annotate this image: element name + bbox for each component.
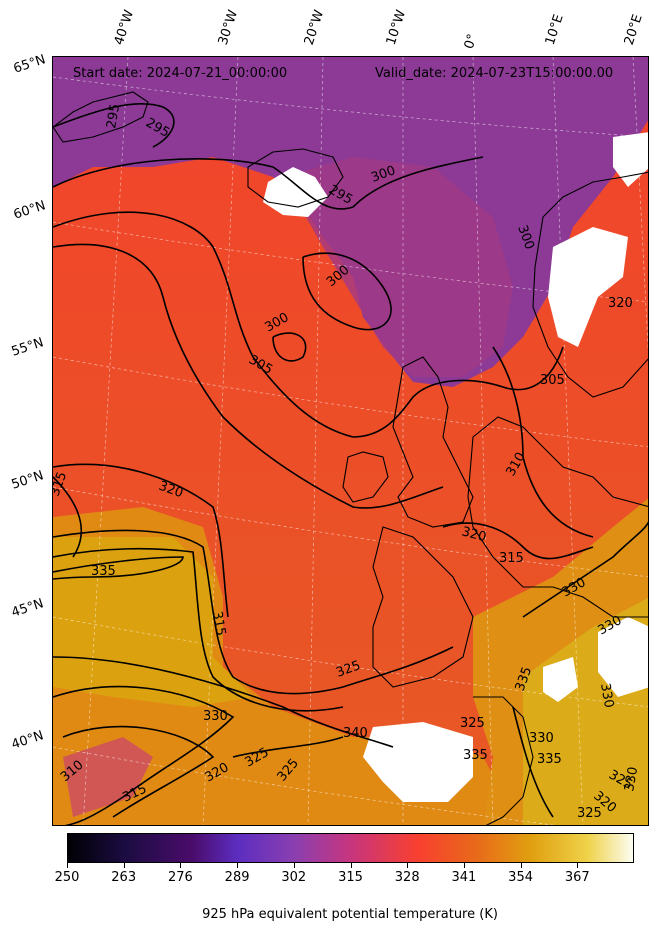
svg-text:330: 330: [529, 731, 554, 746]
svg-text:330: 330: [622, 766, 641, 793]
contour-300-loop: [272, 332, 307, 362]
lon-label-0: 0°: [461, 32, 481, 51]
contour-320-east: [442, 522, 594, 560]
cold-region-center: [283, 157, 513, 377]
colorbar-tick-label: 354: [508, 870, 534, 885]
contour-295: [53, 103, 175, 148]
lat-label-45n: 45°N: [9, 596, 46, 621]
contour-330-east: [522, 521, 648, 618]
svg-text:325: 325: [577, 806, 602, 821]
colorbar-tick-mark: [577, 863, 579, 868]
svg-text:295: 295: [104, 103, 123, 130]
contour-330-south: [53, 656, 394, 748]
lat-label-50n: 50°N: [9, 468, 46, 493]
colorbar-tick-mark: [237, 863, 239, 868]
contour-320-west: [53, 463, 229, 618]
warm-region-core: [53, 537, 253, 707]
colorbar-tick-label: 302: [281, 870, 307, 885]
lat-label-40n: 40°N: [9, 728, 46, 753]
graticule: [53, 57, 648, 825]
svg-text:325: 325: [460, 716, 485, 731]
colorbar-tick-label: 276: [167, 870, 193, 885]
theta-e-map: 295 295 295 300 300 300 300 305 305 310 …: [53, 57, 648, 825]
colorbar-tick-label: 250: [54, 870, 80, 885]
svg-text:315: 315: [209, 610, 228, 637]
contour-315-south: [53, 685, 235, 825]
contour-325-south: [232, 736, 344, 758]
colorbar-tick-mark: [293, 863, 295, 868]
svg-text:335: 335: [463, 748, 488, 763]
lon-label-10w: 10°W: [383, 8, 410, 47]
colorbar-tick-label: 315: [338, 870, 363, 885]
contour-300-west: [53, 156, 484, 210]
contour-325: [53, 529, 454, 695]
lon-label-10e: 10°E: [542, 12, 567, 48]
svg-text:305: 305: [540, 373, 565, 388]
contour-300-center: [302, 252, 392, 331]
valid-date-label: Valid_date: 2024-07-23T15:00:00.00: [375, 66, 614, 81]
start-date-label: Start date: 2024-07-21_00:00:00: [73, 66, 288, 81]
svg-text:340: 340: [343, 726, 368, 741]
contour-310-main: [53, 243, 444, 509]
contour-lines: [53, 103, 648, 825]
colorbar-tick-mark: [463, 863, 465, 868]
lat-label-55n: 55°N: [9, 335, 46, 360]
lon-label-30w: 30°W: [215, 8, 242, 47]
svg-text:330: 330: [597, 682, 616, 709]
svg-text:315: 315: [499, 551, 524, 566]
colorbar-tick-mark: [520, 863, 522, 868]
colorbar-tick-mark: [350, 863, 352, 868]
colorbar-tick-label: 341: [451, 870, 477, 885]
contour-335-southeast: [512, 706, 554, 818]
lat-label-65n: 65°N: [11, 52, 48, 77]
svg-text:335: 335: [91, 564, 116, 579]
colorbar: [67, 833, 634, 863]
svg-text:330: 330: [203, 709, 228, 724]
lat-label-60n: 60°N: [11, 198, 48, 223]
colorbar-tick-mark: [407, 863, 409, 868]
lon-label-20e: 20°E: [621, 12, 646, 48]
colorbar-tick-label: 367: [564, 870, 590, 885]
contour-330-west: [53, 547, 344, 712]
contour-305: [53, 211, 564, 438]
svg-text:320: 320: [460, 524, 488, 545]
colorbar-tick-mark: [67, 863, 68, 868]
contour-335: [53, 556, 184, 580]
map-panel: 295 295 295 300 300 300 300 305 305 310 …: [52, 56, 649, 826]
contour-310-east: [492, 346, 594, 538]
colorbar-tick-mark: [123, 863, 125, 868]
coastlines: [53, 91, 648, 825]
colorbar-tick-mark: [180, 863, 182, 868]
contour-320-south: [62, 725, 215, 818]
colorbar-tick-label: 328: [394, 870, 420, 885]
cool-patch-southwest: [63, 737, 153, 817]
colorbar-tick-label: 289: [224, 870, 250, 885]
svg-text:335: 335: [537, 752, 562, 767]
missing-data-patches: [263, 132, 648, 802]
lon-label-40w: 40°W: [111, 8, 138, 47]
lon-label-20w: 20°W: [301, 8, 328, 47]
contour-315: [53, 476, 83, 558]
svg-text:320: 320: [608, 296, 633, 311]
colorbar-tick-label: 263: [111, 870, 137, 885]
colorbar-title: 925 hPa equivalent potential temperature…: [202, 907, 498, 922]
